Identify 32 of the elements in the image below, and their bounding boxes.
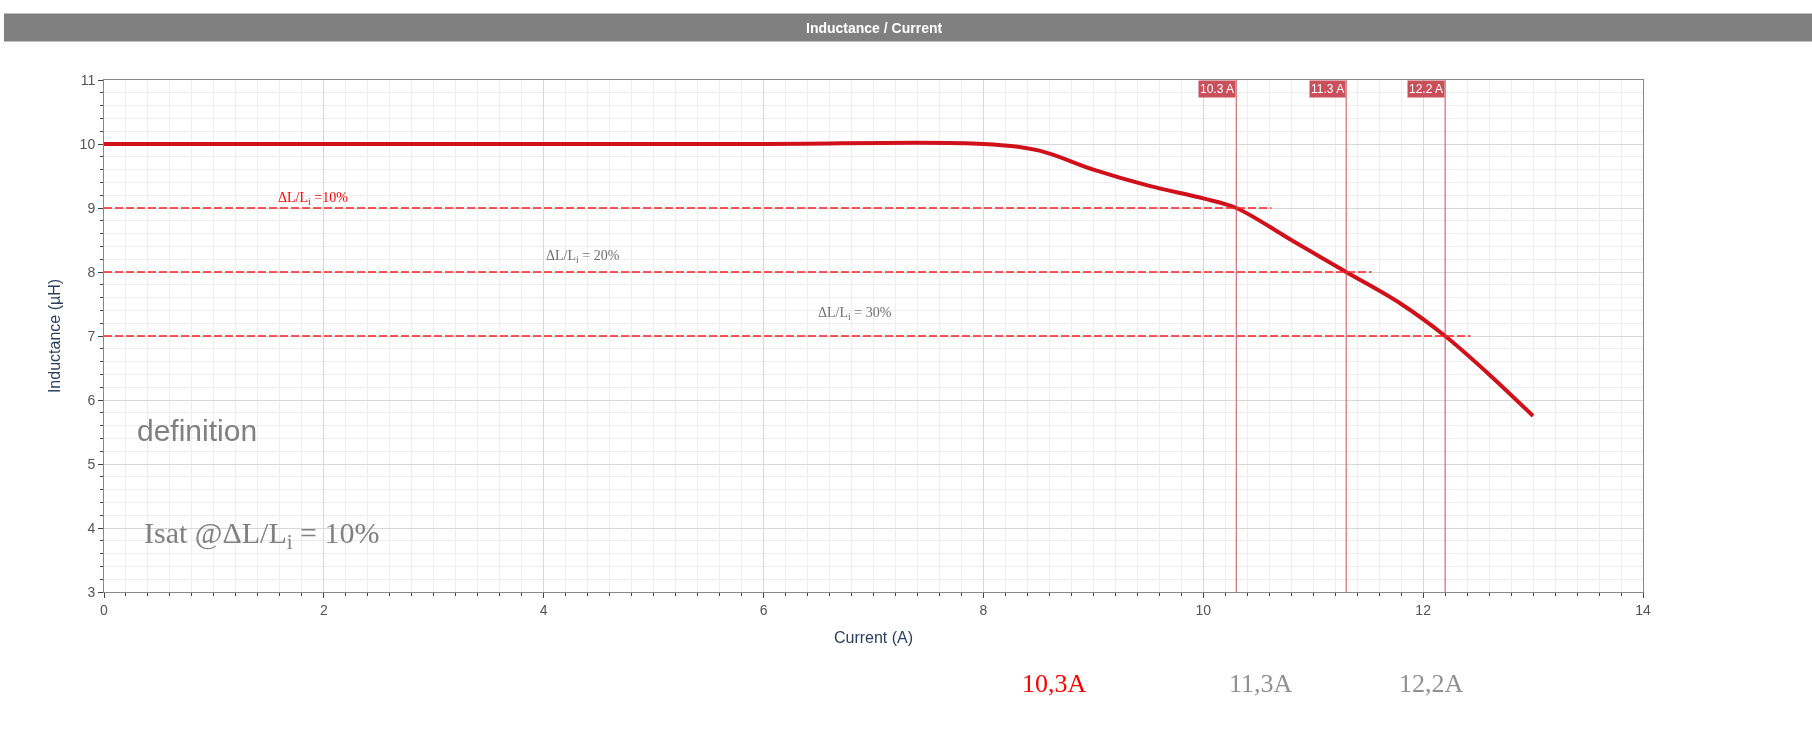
- y-tick-label: 10: [79, 135, 96, 152]
- y-tick-label: 3: [87, 583, 96, 600]
- x-tick-label: 0: [100, 601, 109, 618]
- y-tick-label: 9: [87, 199, 96, 216]
- chart-title: Inductance / Current: [806, 20, 943, 36]
- y-tick-label: 4: [87, 519, 96, 536]
- annotation: Isat @ΔL/L$_{i}$ = 10%: [144, 516, 380, 555]
- x-tick-label: 10: [1195, 601, 1212, 618]
- ref-line-label: 10.3 A: [1200, 82, 1235, 96]
- text: 12,2A: [1399, 669, 1464, 698]
- y-tick-label: 8: [87, 263, 96, 280]
- x-tick-label: 14: [1635, 601, 1651, 618]
- y-tick-label: 7: [87, 327, 96, 344]
- ref-line-label: 12.2 A: [1409, 82, 1444, 96]
- x-tick-label: 8: [979, 601, 988, 618]
- y-axis-title: Inductance (µH): [45, 278, 63, 394]
- y-tick-label: 11: [80, 71, 96, 88]
- annotation: ΔL/L$_{i}$ =10%: [278, 190, 349, 207]
- annotation: definition: [137, 414, 258, 447]
- ref-line-label: 11.3 A: [1311, 82, 1345, 96]
- annotation: ΔL/L$_{i}$ = 30%: [818, 305, 892, 322]
- text: 11,3A: [1229, 669, 1293, 698]
- x-axis-title: Current (A): [833, 629, 914, 647]
- y-tick-label: 5: [87, 455, 96, 472]
- x-tick-label: 12: [1415, 601, 1432, 618]
- x-tick-label: 4: [539, 601, 548, 618]
- x-tick-label: 2: [319, 601, 328, 618]
- y-tick-label: 6: [87, 391, 96, 408]
- text: 10,3A: [1022, 669, 1087, 698]
- line-series: [104, 140, 1536, 418]
- annotation: ΔL/L$_{i}$ = 20%: [546, 248, 620, 265]
- x-tick-label: 6: [759, 601, 768, 618]
